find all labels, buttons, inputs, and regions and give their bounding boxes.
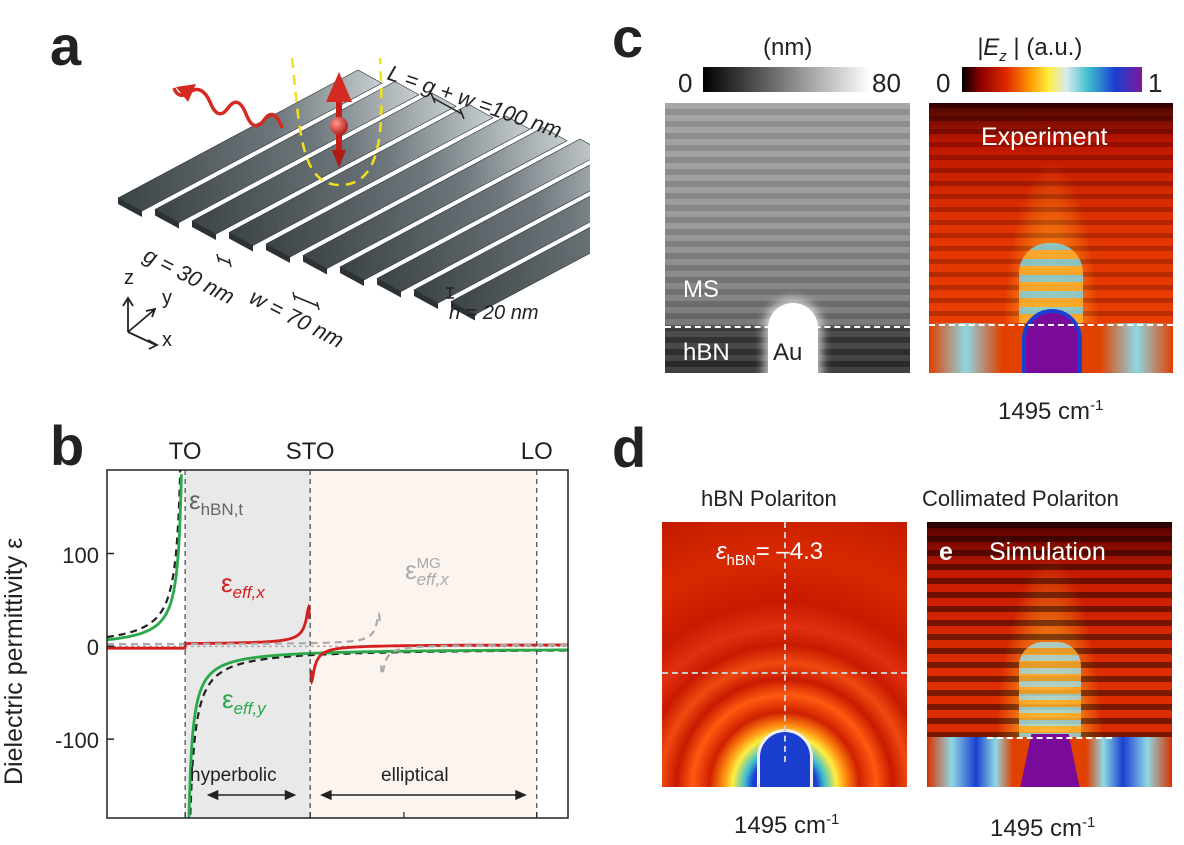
grating-bar xyxy=(302,127,568,269)
y-axis-label: Dielectric permittivity ε xyxy=(0,537,28,785)
label-eps-eff-x: εeff,x xyxy=(221,568,265,603)
y-tick-label: -100 xyxy=(54,728,99,754)
label-eps-mg: ε MG eff,x xyxy=(405,554,449,589)
grating-bar-side xyxy=(303,255,327,275)
field-min-label: 0 xyxy=(936,68,951,98)
elliptical-arrow xyxy=(320,789,527,801)
y-tick-label: 0 xyxy=(86,635,99,661)
hbn-label: hBN xyxy=(683,339,730,366)
panel-letter-a: a xyxy=(50,14,82,77)
grating-bar-side xyxy=(377,278,401,298)
grating-bar-side xyxy=(414,290,438,309)
au-disk xyxy=(768,303,818,373)
permittivity-chart xyxy=(106,469,569,819)
height-label: h = 20 nm xyxy=(449,302,539,324)
x-marker-label-lo: LO xyxy=(520,438,553,465)
collimated-polariton-title: Collimated Polariton xyxy=(922,486,1119,511)
dipole-icon xyxy=(326,72,352,168)
field-max-label: 1 xyxy=(1148,68,1163,98)
panel-letter-d: d xyxy=(612,416,647,479)
au-label: Au xyxy=(773,339,803,366)
frequency-label-e: 1495 cm-1 xyxy=(990,814,1096,842)
x-marker-label-sto: STO xyxy=(285,438,335,465)
frequency-label-c: 1495 cm-1 xyxy=(998,397,1104,425)
series--eff-y xyxy=(107,474,568,818)
grating-bar-side xyxy=(118,198,142,217)
hbn-polariton-map: εhBN= –4.3 xyxy=(662,522,907,787)
label-eps-hbn-t: εhBN,t xyxy=(189,485,244,520)
field-label: |Ez | (a.u.) xyxy=(977,34,1083,65)
photon-icon xyxy=(172,84,284,129)
grating-bar-side xyxy=(451,301,475,321)
axis-x-label: x xyxy=(162,329,172,351)
panel-letter-e: e xyxy=(939,538,953,566)
grating-bar xyxy=(376,164,590,292)
annotation-elliptical: elliptical xyxy=(381,765,449,786)
plot-frame xyxy=(106,469,569,819)
frequency-label-d: 1495 cm-1 xyxy=(734,811,840,839)
simulation-label: Simulation xyxy=(989,538,1106,566)
annotation-hyperbolic: hyperbolic xyxy=(190,765,277,786)
hyperbolic-arrow xyxy=(206,789,297,801)
grating-bar xyxy=(339,138,590,281)
sim-ripples xyxy=(1019,642,1081,737)
grating-bar-side xyxy=(192,221,216,240)
label-eps-eff-y: εeff,y xyxy=(222,684,266,719)
grating-bar-side xyxy=(340,267,364,286)
panel-letter-c: c xyxy=(612,6,644,69)
sim-interface-line xyxy=(987,737,1112,739)
exp-disk xyxy=(1026,313,1078,373)
x-marker-label-to: TO xyxy=(168,438,202,465)
grating-bar xyxy=(413,195,590,304)
field-colorbar xyxy=(962,67,1142,92)
topography-map: MS hBN Au xyxy=(665,103,910,373)
height-min-label: 0 xyxy=(678,68,693,98)
grating-bars xyxy=(117,69,590,321)
axis-z-label: z xyxy=(124,267,134,289)
axis-y-label: y xyxy=(162,287,172,309)
panel-letter-b: b xyxy=(50,414,85,477)
exp-interface-line xyxy=(929,324,1173,326)
ms-label: MS xyxy=(683,276,719,303)
height-colorbar xyxy=(703,67,870,92)
hbn-polariton-title: hBN Polariton xyxy=(701,486,837,511)
y-tick-label: 100 xyxy=(62,542,99,568)
height-unit-label: (nm) xyxy=(763,34,813,61)
crosshair-horizontal xyxy=(662,672,907,674)
grating-bar-side xyxy=(266,244,290,263)
grating-schematic xyxy=(117,57,590,350)
eps-hbn-label: εhBN= –4.3 xyxy=(716,538,824,569)
grating-bar xyxy=(450,227,590,315)
axis-triad xyxy=(122,296,159,350)
experiment-map: Experiment xyxy=(929,103,1173,373)
height-max-label: 80 xyxy=(872,68,901,98)
grating-bar-side xyxy=(229,232,253,252)
interface-line xyxy=(665,326,910,328)
experiment-label: Experiment xyxy=(981,123,1108,151)
simulation-map: e Simulation xyxy=(927,522,1172,787)
grating-bar-side xyxy=(155,209,179,229)
crosshair-vertical xyxy=(784,522,786,762)
